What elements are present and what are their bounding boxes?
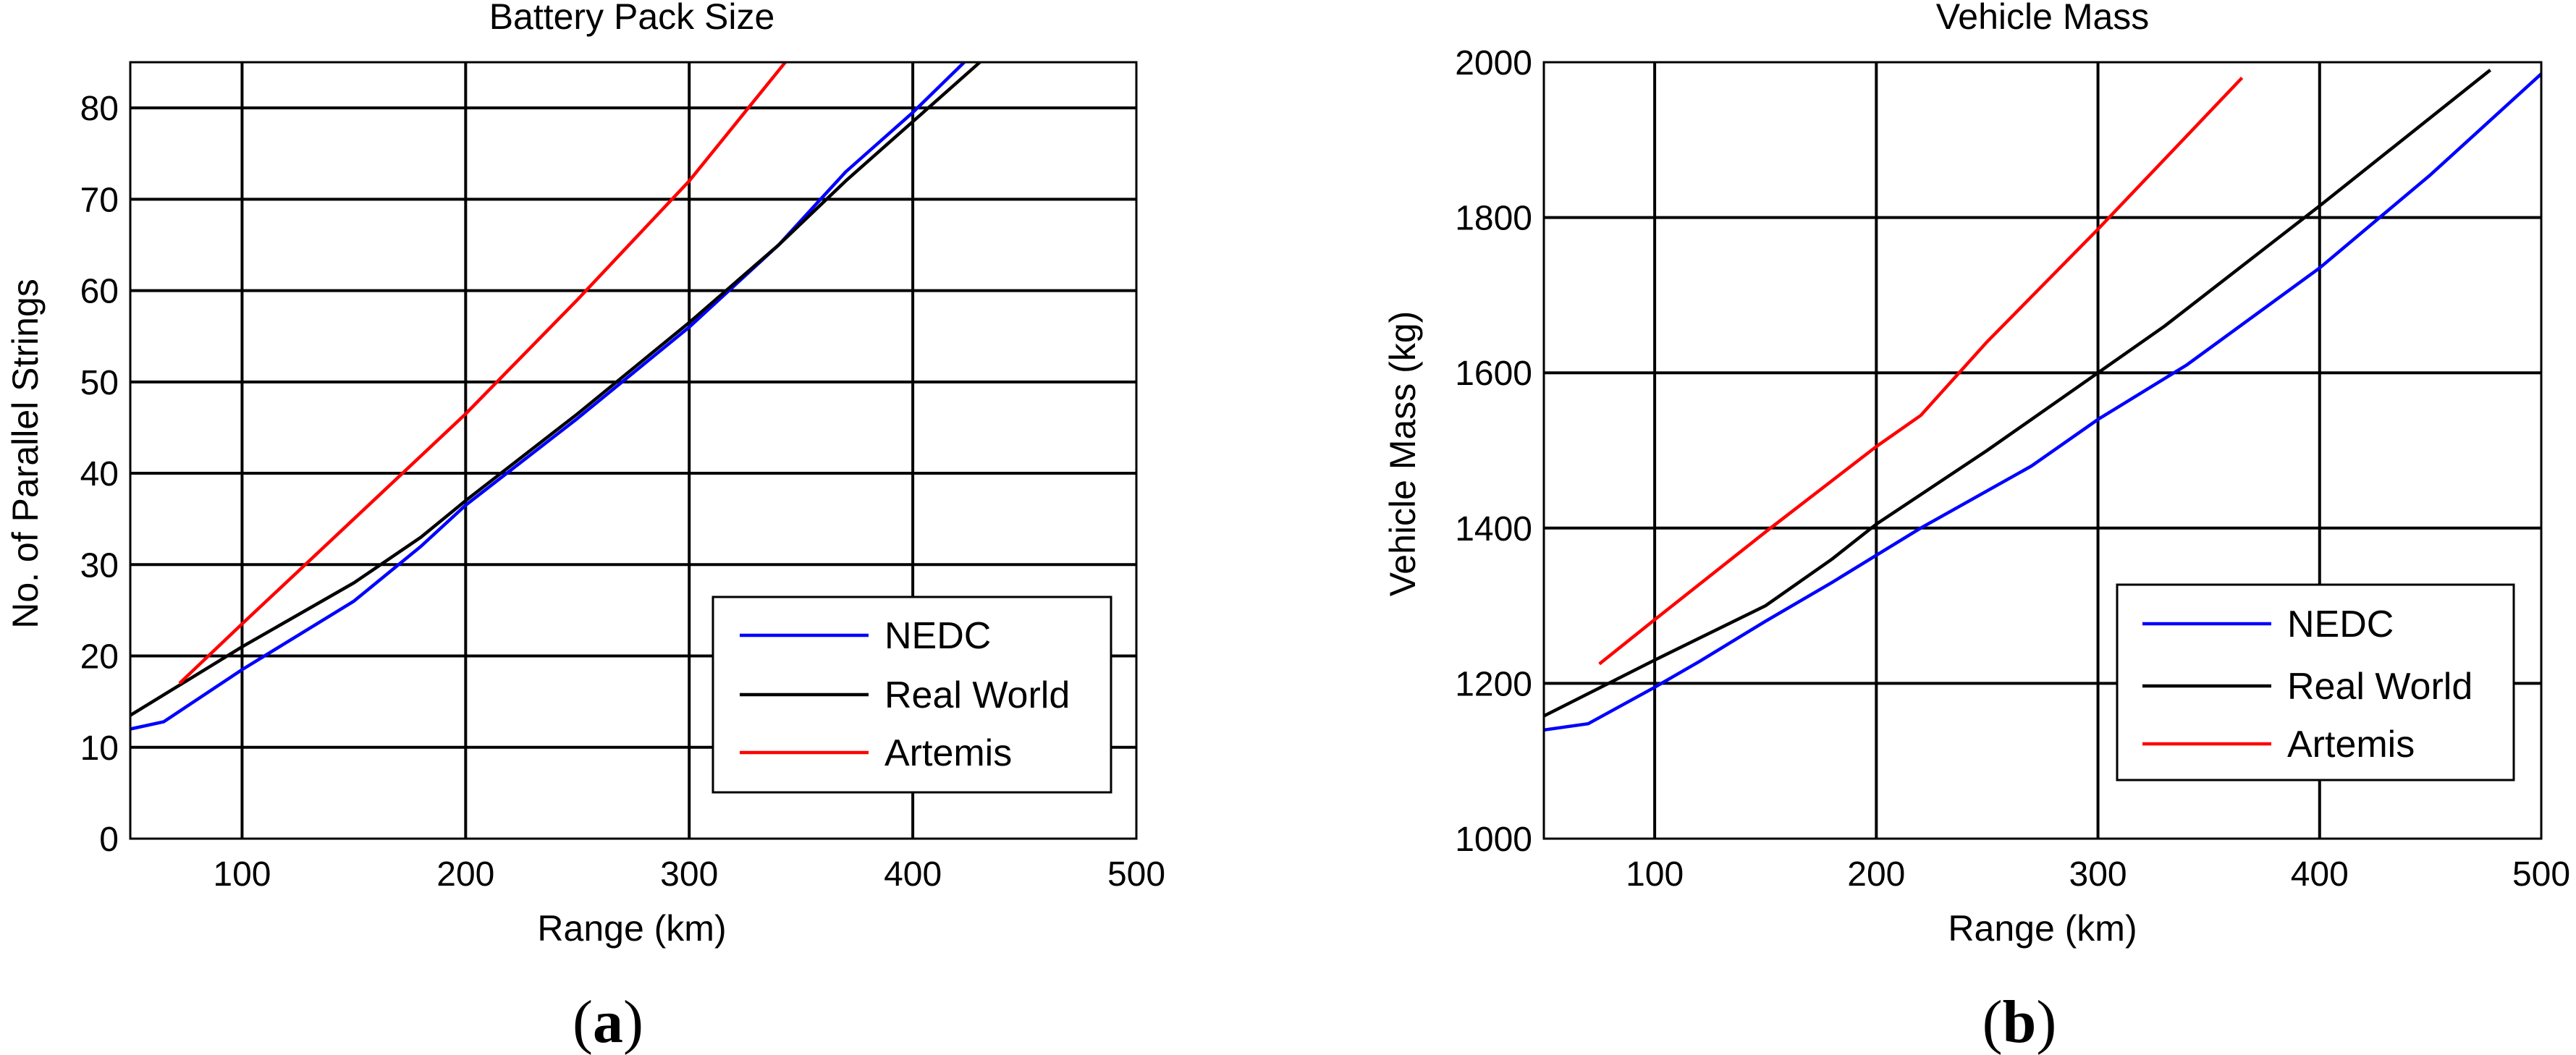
- chart-b-y-tick-label: 1200: [1455, 665, 1532, 703]
- chart-a-panel-label: (a): [573, 988, 643, 1055]
- chart-b-panel-letter: b: [2003, 988, 2037, 1055]
- chart-b-series-line-real-world: [1542, 68, 2492, 718]
- chart-b-legend-label-real-world: Real World: [2287, 666, 2472, 708]
- chart-a-y-tick-label: 40: [80, 455, 119, 493]
- chart-b-x-tick-label: 500: [2512, 855, 2570, 894]
- chart-b-legend-box: [2116, 583, 2515, 781]
- chart-b-y-tick-label: 1400: [1455, 510, 1532, 548]
- chart-a-title: Battery Pack Size: [489, 0, 775, 37]
- chart-a-grid: [130, 62, 1136, 839]
- chart-a-x-tick-label: 200: [436, 855, 494, 894]
- chart-b-grid: [1544, 62, 2541, 839]
- chart-b-y-tick-label: 1600: [1455, 355, 1532, 393]
- chart-b-x-tick-label: 100: [1626, 855, 1684, 894]
- chart-a-y-tick-label: 10: [80, 729, 119, 768]
- chart-a-y-ticks: 0 10 20 30 40 50 60 70 80: [80, 90, 119, 859]
- chart-b-y-tick-label: 1800: [1455, 200, 1532, 238]
- chart-a-panel-letter: a: [593, 988, 623, 1055]
- chart-b-series: [1542, 68, 2543, 732]
- chart-a-x-axis-label: Range (km): [537, 908, 726, 949]
- chart-a-plot-frame: [129, 61, 1138, 840]
- chart-a-x-ticks: 100 200 300 400 500: [213, 855, 1165, 894]
- chart-b-plot-frame: [1542, 61, 2543, 840]
- chart-b-legend: NEDC Real World Artemis: [2116, 583, 2515, 781]
- chart-a-y-tick-label: 50: [80, 364, 119, 402]
- chart-b-y-axis-label: Vehicle Mass (kg): [1382, 311, 1423, 597]
- chart-b-x-tick-label: 400: [2291, 855, 2349, 894]
- chart-b-legend-label-artemis: Artemis: [2287, 724, 2415, 766]
- chart-a-y-tick-label: 70: [80, 181, 119, 219]
- chart-b-y-tick-label: 1000: [1455, 821, 1532, 859]
- chart-a-series-line-real-world: [129, 61, 981, 717]
- chart-b-title: Vehicle Mass: [1936, 0, 2150, 37]
- chart-a-x-tick-label: 500: [1107, 855, 1165, 894]
- chart-a-series: [129, 61, 981, 731]
- chart-a-x-tick-label: 100: [213, 855, 271, 894]
- chart-a-y-tick-label: 0: [99, 821, 119, 859]
- chart-a-y-tick-label: 30: [80, 546, 119, 585]
- chart-a-y-tick-label: 20: [80, 638, 119, 677]
- chart-a-legend-label-artemis: Artemis: [884, 732, 1012, 774]
- chart-b-panel-label: (b): [1982, 988, 2057, 1055]
- chart-a-legend-label-real-world: Real World: [884, 674, 1070, 716]
- chart-a-legend-label-nedc: NEDC: [884, 615, 991, 657]
- chart-vehicle-mass: Vehicle Mass 100 200 300 400 500 1000 1200 140…: [1382, 0, 2570, 1055]
- chart-b-y-ticks: 1000 1200 1400 1600 1800 2000: [1455, 44, 1532, 859]
- chart-a-y-tick-label: 60: [80, 273, 119, 311]
- chart-b-x-tick-label: 200: [1847, 855, 1905, 894]
- chart-a-series-line-nedc: [130, 61, 966, 731]
- chart-b-legend-label-nedc: NEDC: [2287, 603, 2394, 645]
- chart-b-series-line-nedc: [1543, 72, 2543, 732]
- chart-b-series-line-artemis: [1598, 76, 2244, 666]
- chart-battery-pack-size: Battery Pack Size 100 200 300 400 500 0 10 20 3…: [5, 0, 1165, 1055]
- chart-b-x-tick-label: 300: [2069, 855, 2127, 894]
- chart-a-y-axis-label: No. of Parallel Strings: [5, 279, 46, 629]
- chart-a-x-tick-label: 400: [884, 855, 942, 894]
- chart-a-y-tick-label: 80: [80, 90, 119, 128]
- chart-a-legend: NEDC Real World Artemis: [711, 596, 1112, 794]
- chart-a-x-tick-label: 300: [660, 855, 718, 894]
- chart-b-x-axis-label: Range (km): [1948, 908, 2137, 949]
- chart-b-y-tick-label: 2000: [1455, 44, 1532, 82]
- chart-a-series-line-artemis: [178, 61, 787, 685]
- chart-b-x-ticks: 100 200 300 400 500: [1626, 855, 2570, 894]
